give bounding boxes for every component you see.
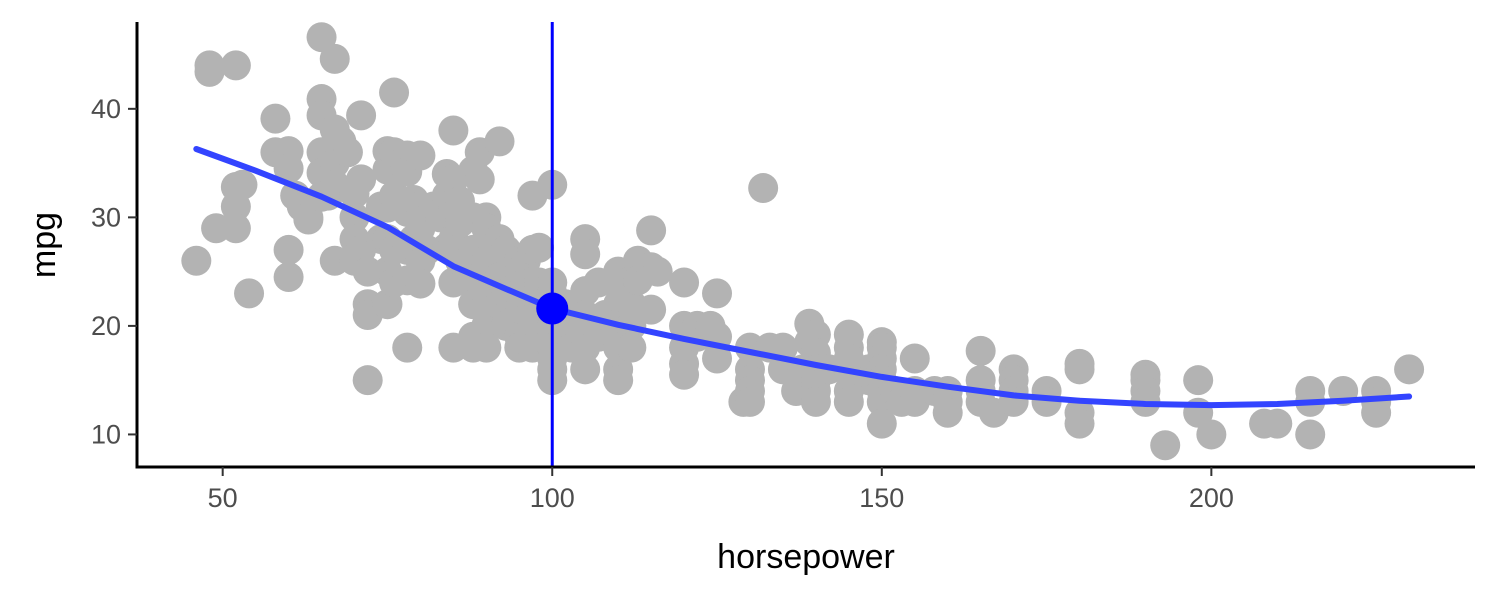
data-point [484,126,515,157]
x-axis-title: horsepower [717,538,895,576]
data-point [1196,419,1227,450]
x-tick-label: 150 [859,483,904,513]
data-point [1064,408,1095,439]
data-point [273,262,304,293]
data-point [471,332,502,363]
data-point [346,164,377,195]
data-point [405,140,436,171]
data-point [379,77,410,108]
data-point [800,386,831,417]
data-point [181,245,212,276]
data-point [346,100,377,131]
data-point [899,343,930,374]
data-point [1295,419,1326,450]
data-point [932,397,963,428]
data-point [642,256,673,287]
data-point [234,278,265,309]
data-point [636,215,667,246]
data-point [227,169,258,200]
data-point [273,153,304,184]
data-point [273,234,304,265]
data-point [194,56,225,87]
smooth-curve [193,146,1413,409]
x-tick-label: 50 [208,483,238,513]
data-point [1150,430,1181,461]
y-tick-label: 20 [91,311,121,341]
data-point [1031,386,1062,417]
data-point [616,332,647,363]
ticks: 50 100 150 200 10 20 30 40 [91,94,1234,513]
y-tick-label: 30 [91,202,121,232]
data-point [833,386,864,417]
data-point [734,386,765,417]
data-point [603,365,634,396]
data-point [332,137,363,168]
data-point [220,213,251,244]
y-tick-label: 10 [91,419,121,449]
highlight-layer [536,292,569,325]
data-point [438,115,469,146]
data-point [866,408,897,439]
y-tick-label: 40 [91,94,121,124]
data-point [669,359,700,390]
data-point [319,43,350,74]
data-point [1361,397,1392,428]
data-point [405,268,436,299]
data-point [636,294,667,325]
data-point [570,354,601,385]
data-point [965,335,996,366]
data-point [220,50,251,81]
data-point [748,173,779,204]
y-axis-title: mpg [25,212,63,278]
scatter-points [181,22,1425,461]
data-point [570,239,601,270]
data-point [1064,354,1095,385]
data-point [1394,354,1425,385]
data-point [1183,365,1214,396]
data-point [702,343,733,374]
data-point [464,164,495,195]
highlight-point [536,292,569,325]
data-point [1262,408,1293,439]
data-point [669,267,700,298]
x-tick-label: 200 [1189,483,1234,513]
data-point [260,103,291,134]
x-tick-label: 100 [530,483,575,513]
data-point [524,232,555,263]
data-point [702,278,733,309]
data-point [306,22,337,53]
data-point [392,332,423,363]
smooth-curve-layer [193,146,1413,409]
data-point [352,365,383,396]
axes [135,22,1475,469]
